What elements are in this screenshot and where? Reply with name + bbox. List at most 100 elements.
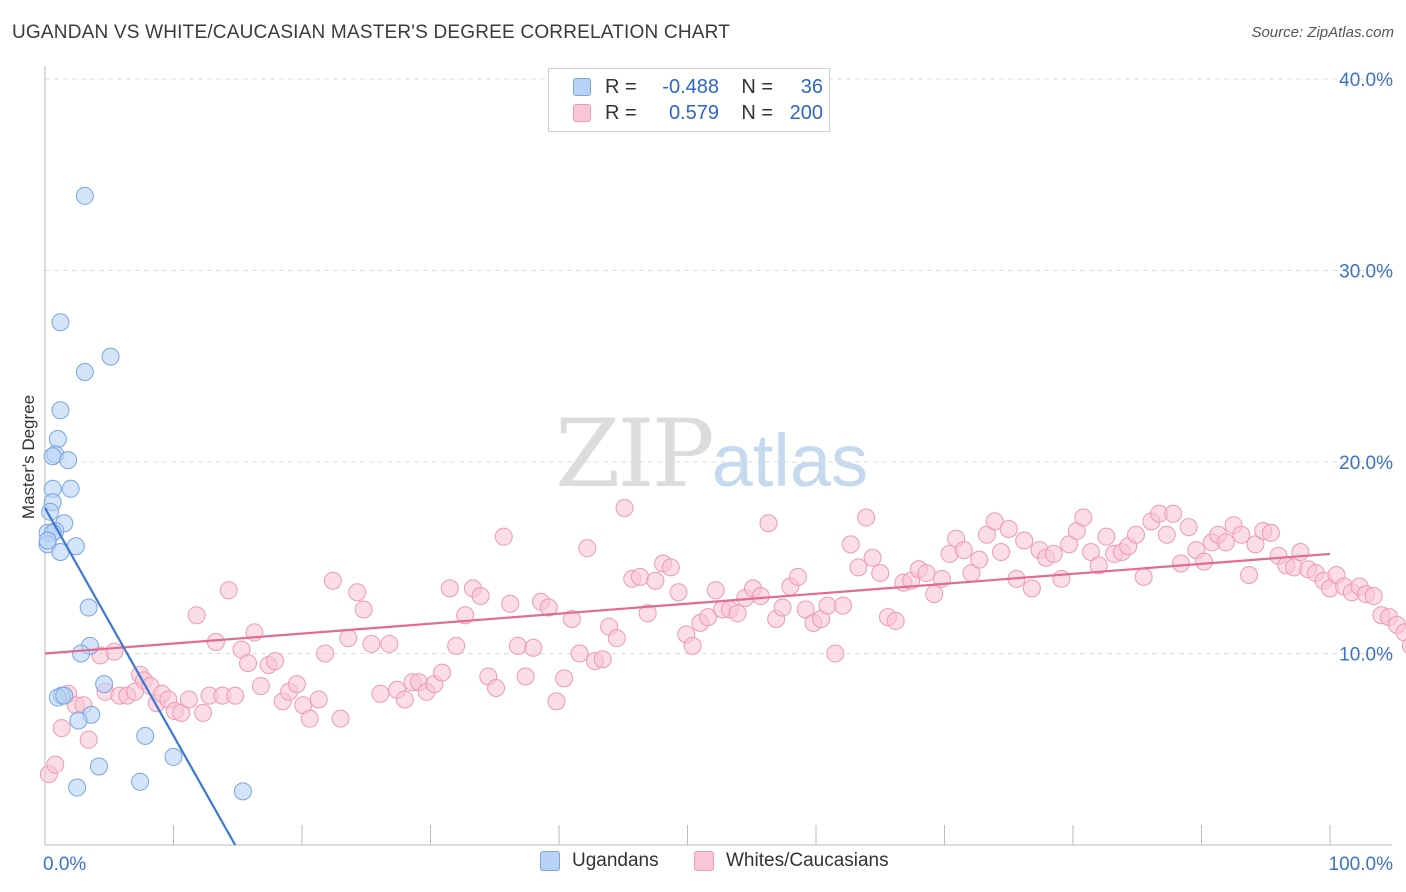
white-point [456,606,475,625]
white-point [796,600,815,619]
ugandan-point [38,531,57,550]
white-point [206,633,225,652]
white-point [1089,556,1108,575]
white-point [833,596,852,615]
legend-row-ugandans: R = -0.488 N = 36 [573,75,823,99]
white-point [471,587,490,606]
white-point [433,663,452,682]
ugandan-point [51,313,70,332]
chart-title: UGANDAN VS WHITE/CAUCASIAN MASTER'S DEGR… [12,22,731,43]
white-point [300,709,319,728]
white-point [1126,525,1145,544]
white-point [977,525,996,544]
legend-n-value: 200 [789,101,823,124]
white-point [759,514,778,533]
white-point [683,636,702,655]
white-point [849,558,868,577]
ugandan-point [95,675,114,694]
y-tick-label: 20.0% [1339,453,1393,474]
bottom-legend-label-ugandans: Ugandans [572,850,659,871]
white-point [1240,565,1259,584]
white-point [857,508,876,527]
watermark: ZIPatlas [555,400,868,509]
white-point [1171,554,1190,573]
legend-n-label: N = [741,75,773,98]
white-point [371,684,390,703]
white-point [1246,535,1265,554]
ugandan-point [131,772,150,791]
white-point [362,634,381,653]
ugandan-point [55,686,74,705]
white-point [789,567,808,586]
white-point [380,634,399,653]
white-trend-line [44,552,1331,655]
white-point [348,583,367,602]
ugandan-point [71,644,90,663]
legend-swatch-whites [573,104,591,122]
white-point [1081,543,1100,562]
white-point [615,498,634,517]
white-point [706,581,725,600]
white-point [354,600,373,619]
white-point [516,667,535,686]
white-point [1401,638,1406,654]
y-tick-label: 40.0% [1339,70,1393,91]
chart-source: Source: ZipAtlas.com [1251,24,1394,41]
white-point [52,719,71,738]
white-point [494,527,513,546]
white-point [266,652,285,671]
bottom-legend-swatch-whites [694,851,714,871]
white-point [339,629,358,648]
white-point [105,642,124,661]
white-point [992,543,1011,562]
legend-n-value: 36 [800,75,823,98]
ugandan-point [75,362,94,381]
ugandan-point [164,747,183,766]
white-point [699,608,718,627]
white-point [179,690,198,709]
white-point [661,558,680,577]
white-point [669,583,688,602]
ugandan-point [69,711,88,730]
watermark-zip: ZIP [555,400,715,509]
white-point [219,581,238,600]
white-point [593,650,612,669]
ugandan-point [233,782,252,801]
white-point [1015,531,1034,550]
legend-r-label: R = [605,75,637,98]
ugandan-point [101,347,120,366]
legend-r-value: -0.488 [662,75,719,98]
white-point [1044,544,1063,563]
white-point [555,669,574,688]
white-point [187,606,206,625]
ugandan-point [43,447,62,466]
white-point [917,564,936,583]
white-point [487,678,506,697]
ugandan-point [61,479,80,498]
white-point [46,755,65,774]
white-point [1052,569,1071,588]
legend-swatch-ugandans [573,78,591,96]
legend-row-whites: R = 0.579 N = 200 [573,101,823,125]
white-point [1216,533,1235,552]
white-point [570,644,589,663]
white-point [226,686,245,705]
white-point [440,579,459,598]
white-point [607,629,626,648]
white-point [886,611,905,630]
ugandan-point [59,451,78,470]
watermark-atlas: atlas [711,419,869,502]
white-point [1179,518,1198,537]
white-point [871,564,890,583]
white-point [562,610,581,629]
white-point [751,587,770,606]
white-point [985,512,1004,531]
x-tick-label: 100.0% [1329,854,1394,875]
white-point [239,654,258,673]
legend-n-label: N = [741,101,773,124]
white-point [841,535,860,554]
white-point [999,520,1018,539]
white-point [630,567,649,586]
white-point [773,598,792,617]
white-point [1291,543,1310,562]
